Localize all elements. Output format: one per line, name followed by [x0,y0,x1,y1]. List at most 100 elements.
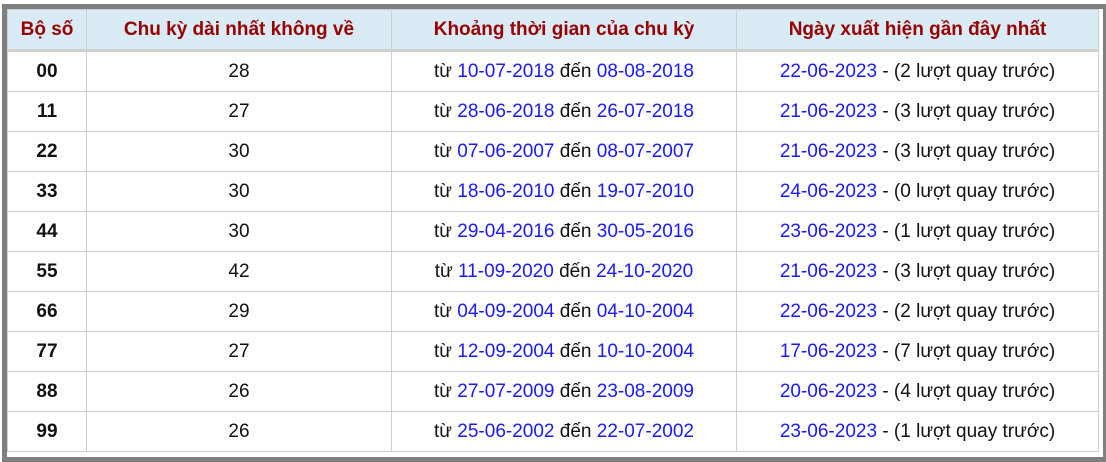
cycle-period: từ 07-06-2007 đến 08-07-2007 [391,131,737,172]
last-date-link[interactable]: 22-06-2023 [779,60,878,82]
to-label: đến [559,180,592,202]
draws-ago: (0 lượt quay trước) [893,180,1056,202]
table-row: 44 30 từ 29-04-2016 đến 30-05-2016 23-06-20… [7,211,1099,252]
table-row: 22 30 từ 07-06-2007 đến 08-07-2007 21-06-20… [7,131,1099,172]
last-seen: 22-06-2023 - (2 lượt quay trước) [736,50,1099,92]
dash: - [882,380,889,402]
table-row: 99 26 từ 25-06-2002 đến 22-07-2002 23-06-20… [7,411,1099,452]
last-seen: 24-06-2023 - (0 lượt quay trước) [736,171,1099,212]
table-row: 55 42 từ 11-09-2020 đến 24-10-2020 21-06-20… [7,251,1099,292]
pair-number: 11 [7,91,87,132]
start-date-link[interactable]: 27-07-2009 [457,380,555,402]
pair-number: 44 [7,211,87,252]
end-date-link[interactable]: 23-08-2009 [596,380,694,402]
from-label: từ [434,300,453,322]
pair-number: 77 [7,331,87,372]
end-date-link[interactable]: 19-07-2010 [596,180,694,202]
last-seen: 21-06-2023 - (3 lượt quay trước) [736,91,1099,132]
cycle-period: từ 12-09-2004 đến 10-10-2004 [391,331,737,372]
last-seen: 23-06-2023 - (1 lượt quay trước) [736,211,1099,252]
cycle-length: 42 [86,251,392,292]
to-label: đến [559,220,592,242]
start-date-link[interactable]: 28-06-2018 [457,100,555,122]
last-date-link[interactable]: 21-06-2023 [779,260,878,282]
from-label: từ [434,420,453,442]
cycle-period: từ 29-04-2016 đến 30-05-2016 [391,211,737,252]
draws-ago: (7 lượt quay trước) [893,340,1056,362]
last-seen: 20-06-2023 - (4 lượt quay trước) [736,371,1099,412]
table-row: 33 30 từ 18-06-2010 đến 19-07-2010 24-06-20… [7,171,1099,212]
from-label: từ [434,220,453,242]
to-label: đến [559,300,592,322]
to-label: đến [559,60,592,82]
header-cycle: Chu kỳ dài nhất không về [86,9,392,52]
dash: - [882,220,889,242]
to-label: đến [559,340,592,362]
start-date-link[interactable]: 11-09-2020 [458,260,554,282]
longest-cycle-table: Bộ số Chu kỳ dài nhất không về Khoảng th… [7,9,1099,452]
start-date-link[interactable]: 29-04-2016 [457,220,555,242]
draws-ago: (2 lượt quay trước) [893,300,1056,322]
cycle-period: từ 18-06-2010 đến 19-07-2010 [391,171,737,212]
end-date-link[interactable]: 26-07-2018 [596,100,694,122]
start-date-link[interactable]: 18-06-2010 [457,180,555,202]
to-label: đến [559,100,592,122]
end-date-link[interactable]: 08-07-2007 [596,140,694,162]
start-date-link[interactable]: 07-06-2007 [457,140,555,162]
draws-ago: (3 lượt quay trước) [893,100,1056,122]
start-date-link[interactable]: 04-09-2004 [457,300,555,322]
table-row: 11 27 từ 28-06-2018 đến 26-07-2018 21-06-20… [7,91,1099,132]
last-date-link[interactable]: 20-06-2023 [779,380,878,402]
cycle-period: từ 11-09-2020 đến 24-10-2020 [391,251,737,292]
cycle-period: từ 25-06-2002 đến 22-07-2002 [391,411,737,452]
draws-ago: (1 lượt quay trước) [893,220,1056,242]
draws-ago: (3 lượt quay trước) [893,260,1056,282]
table-row: 88 26 từ 27-07-2009 đến 23-08-2009 20-06-20… [7,371,1099,412]
pair-number: 33 [7,171,87,212]
dash: - [882,140,889,162]
end-date-link[interactable]: 24-10-2020 [596,260,694,282]
table-row: 66 29 từ 04-09-2004 đến 04-10-2004 22-06-20… [7,291,1099,332]
pair-number: 55 [7,251,87,292]
table-header-row: Bộ số Chu kỳ dài nhất không về Khoảng th… [7,9,1099,52]
cycle-length: 30 [86,131,392,172]
last-date-link[interactable]: 17-06-2023 [779,340,878,362]
last-date-link[interactable]: 23-06-2023 [779,420,878,442]
from-label: từ [434,340,453,362]
dash: - [882,260,889,282]
dash: - [882,180,889,202]
from-label: từ [434,60,453,82]
end-date-link[interactable]: 04-10-2004 [596,300,694,322]
draws-ago: (3 lượt quay trước) [893,140,1056,162]
last-seen: 23-06-2023 - (1 lượt quay trước) [736,411,1099,452]
from-label: từ [434,380,453,402]
pair-number: 00 [7,50,87,92]
from-label: từ [434,260,453,282]
header-period: Khoảng thời gian của chu kỳ [391,9,737,52]
start-date-link[interactable]: 10-07-2018 [457,60,555,82]
end-date-link[interactable]: 08-08-2018 [596,60,694,82]
from-label: từ [434,180,453,202]
pair-number: 88 [7,371,87,412]
cycle-length: 30 [86,171,392,212]
end-date-link[interactable]: 30-05-2016 [596,220,694,242]
to-label: đến [559,260,591,282]
start-date-link[interactable]: 25-06-2002 [457,420,555,442]
dash: - [882,60,889,82]
last-seen: 21-06-2023 - (3 lượt quay trước) [736,131,1099,172]
table-row: 00 28 từ 10-07-2018 đến 08-08-2018 22-06-20… [7,50,1099,92]
last-date-link[interactable]: 23-06-2023 [779,220,878,242]
cycle-length: 27 [86,331,392,372]
last-date-link[interactable]: 24-06-2023 [779,180,878,202]
results-table-frame: Bộ số Chu kỳ dài nhất không về Khoảng th… [2,4,1106,462]
end-date-link[interactable]: 10-10-2004 [596,340,694,362]
last-date-link[interactable]: 21-06-2023 [779,100,878,122]
dash: - [882,420,889,442]
cycle-period: từ 27-07-2009 đến 23-08-2009 [391,371,737,412]
last-date-link[interactable]: 21-06-2023 [779,140,878,162]
to-label: đến [559,380,592,402]
last-date-link[interactable]: 22-06-2023 [779,300,878,322]
end-date-link[interactable]: 22-07-2002 [596,420,694,442]
start-date-link[interactable]: 12-09-2004 [457,340,555,362]
cycle-length: 26 [86,411,392,452]
